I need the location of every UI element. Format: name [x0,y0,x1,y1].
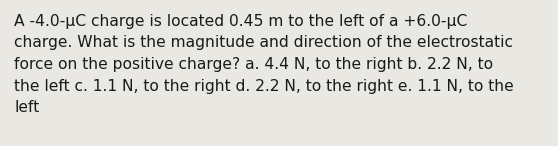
Text: A -4.0-μC charge is located 0.45 m to the left of a +6.0-μC: A -4.0-μC charge is located 0.45 m to th… [14,14,468,29]
Text: charge. What is the magnitude and direction of the electrostatic: charge. What is the magnitude and direct… [14,35,513,51]
Text: left: left [14,100,39,115]
Text: force on the positive charge? a. 4.4 N, to the right b. 2.2 N, to: force on the positive charge? a. 4.4 N, … [14,57,493,72]
Text: the left c. 1.1 N, to the right d. 2.2 N, to the right e. 1.1 N, to the: the left c. 1.1 N, to the right d. 2.2 N… [14,79,514,93]
